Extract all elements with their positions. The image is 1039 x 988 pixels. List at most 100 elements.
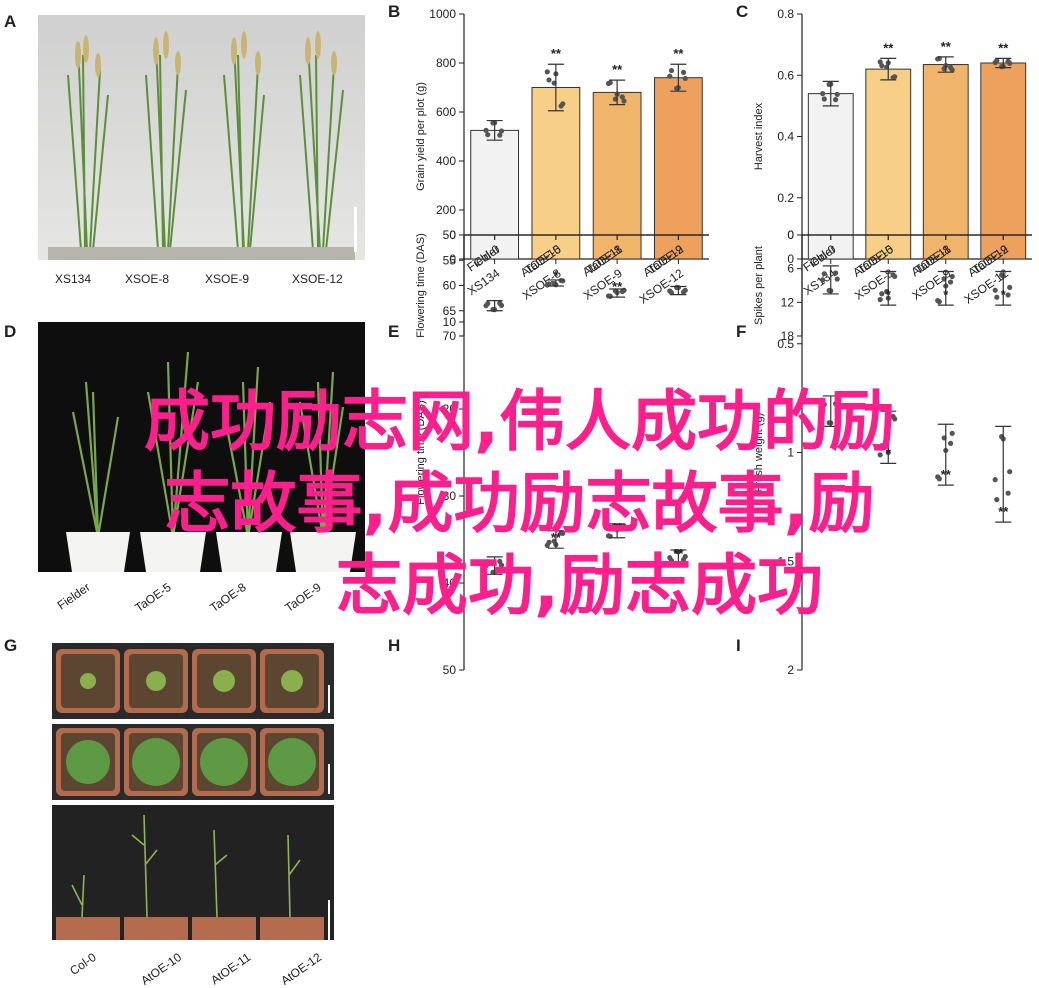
significance-label: ** <box>998 504 1009 519</box>
significance-label: ** <box>612 520 623 535</box>
significance-label: ** <box>941 39 952 54</box>
data-point <box>879 291 885 297</box>
data-point <box>546 539 552 545</box>
data-point <box>668 557 675 564</box>
data-point <box>485 300 491 307</box>
y-axis-label: Fresh weight (g) <box>753 413 765 492</box>
data-point <box>877 452 883 458</box>
significance-label: * <box>886 445 892 460</box>
y-tick-label: 1000 <box>429 7 456 21</box>
significance-label: ** <box>941 467 952 482</box>
y-tick-label: 600 <box>436 105 456 119</box>
significance-label: * <box>1001 287 1007 302</box>
data-point <box>834 407 840 413</box>
panel-letter-b: B <box>388 2 401 21</box>
x-tick-label: AtOE-12 <box>965 242 1011 280</box>
data-point <box>544 69 550 75</box>
wheat-plants-photo <box>38 322 365 572</box>
y-tick-label: 400 <box>436 154 456 168</box>
y-tick-label: 55 <box>443 253 457 267</box>
photo-label-xsoe-9: XSOE-9 <box>205 272 250 286</box>
y-tick-label: 1.5 <box>777 554 794 568</box>
panel-letter-d: D <box>4 322 17 341</box>
data-point <box>834 91 840 97</box>
arabidopsis-bolting-illustration <box>56 814 330 940</box>
data-point <box>621 523 627 529</box>
panel-letter-e: E <box>388 322 400 341</box>
y-tick-label: 200 <box>436 203 456 217</box>
data-point <box>546 281 552 287</box>
data-point <box>1005 490 1011 496</box>
arabidopsis-bolting-photo <box>52 805 334 940</box>
data-point <box>680 69 687 75</box>
photo-label-xsoe-8: XSOE-8 <box>125 272 170 286</box>
data-point <box>947 279 954 285</box>
data-point <box>994 497 1000 503</box>
panel-letter-h: H <box>388 636 401 655</box>
data-point <box>682 75 688 82</box>
significance-label: ** <box>551 46 562 61</box>
rice-plants-photo <box>38 15 365 260</box>
arabidopsis-rosettes-small <box>56 649 330 713</box>
y-axis-label: Flowering time (DAS) <box>415 233 427 338</box>
y-tick-label: 2 <box>787 663 794 677</box>
y-tick-label: 12 <box>781 295 795 309</box>
arabidopsis-rosette-photo-2 <box>52 724 334 800</box>
y-tick-label: 1 <box>787 446 794 460</box>
significance-label: * <box>943 287 949 302</box>
data-point <box>992 287 998 293</box>
y-tick-label: 0.4 <box>777 130 794 144</box>
data-point <box>1007 284 1013 291</box>
data-point <box>498 562 505 568</box>
y-tick-label: 0.6 <box>777 68 794 82</box>
significance-label: * <box>553 268 559 283</box>
x-tick-label: AtOE-11 <box>908 242 953 280</box>
data-point <box>621 98 627 104</box>
data-point <box>682 287 688 293</box>
data-point <box>498 128 505 134</box>
significance-label: ** <box>551 530 562 545</box>
data-point <box>821 271 827 277</box>
data-point <box>936 299 942 305</box>
y-tick-label: 800 <box>436 56 456 70</box>
y-tick-label: 0 <box>787 252 794 266</box>
data-point <box>832 401 839 407</box>
photo-label-xs134: XS134 <box>55 272 92 286</box>
panel-letter-a: A <box>4 12 17 31</box>
data-point <box>485 132 491 138</box>
data-point <box>892 74 898 80</box>
wheat-plants-illustration <box>66 351 356 572</box>
data-point <box>668 67 675 74</box>
y-axis-label: Flowering time (DAS) <box>415 400 427 505</box>
data-point <box>560 101 566 107</box>
data-point <box>498 302 505 308</box>
data-point <box>821 401 827 408</box>
y-tick-label: 0.2 <box>777 191 794 205</box>
data-point <box>949 430 955 436</box>
data-point <box>485 559 491 565</box>
y-tick-label: 0 <box>787 228 794 242</box>
data-point <box>994 294 1000 300</box>
panel-letter-c: C <box>736 2 749 21</box>
photo-label-xsoe-12: XSOE-12 <box>292 272 343 286</box>
data-point <box>820 277 826 283</box>
data-point <box>992 477 998 483</box>
y-tick-label: 30 <box>443 489 457 503</box>
arabidopsis-rosettes-large <box>56 728 330 796</box>
panel-letter-i: I <box>736 636 741 655</box>
y-tick-label: 0.8 <box>777 7 794 21</box>
data-point <box>497 132 503 138</box>
significance-label: ** <box>673 546 684 561</box>
rice-plants-illustration <box>48 31 357 260</box>
data-point <box>1007 469 1013 475</box>
data-point <box>949 67 955 73</box>
data-point <box>682 553 688 560</box>
data-point <box>820 408 826 414</box>
y-axis-label: Harvest index <box>753 102 765 170</box>
y-tick-label: 0.5 <box>777 337 794 351</box>
y-tick-label: 10 <box>443 315 457 329</box>
bar-xsoe-8 <box>531 87 581 260</box>
bar-xsoe-8 <box>865 68 912 260</box>
